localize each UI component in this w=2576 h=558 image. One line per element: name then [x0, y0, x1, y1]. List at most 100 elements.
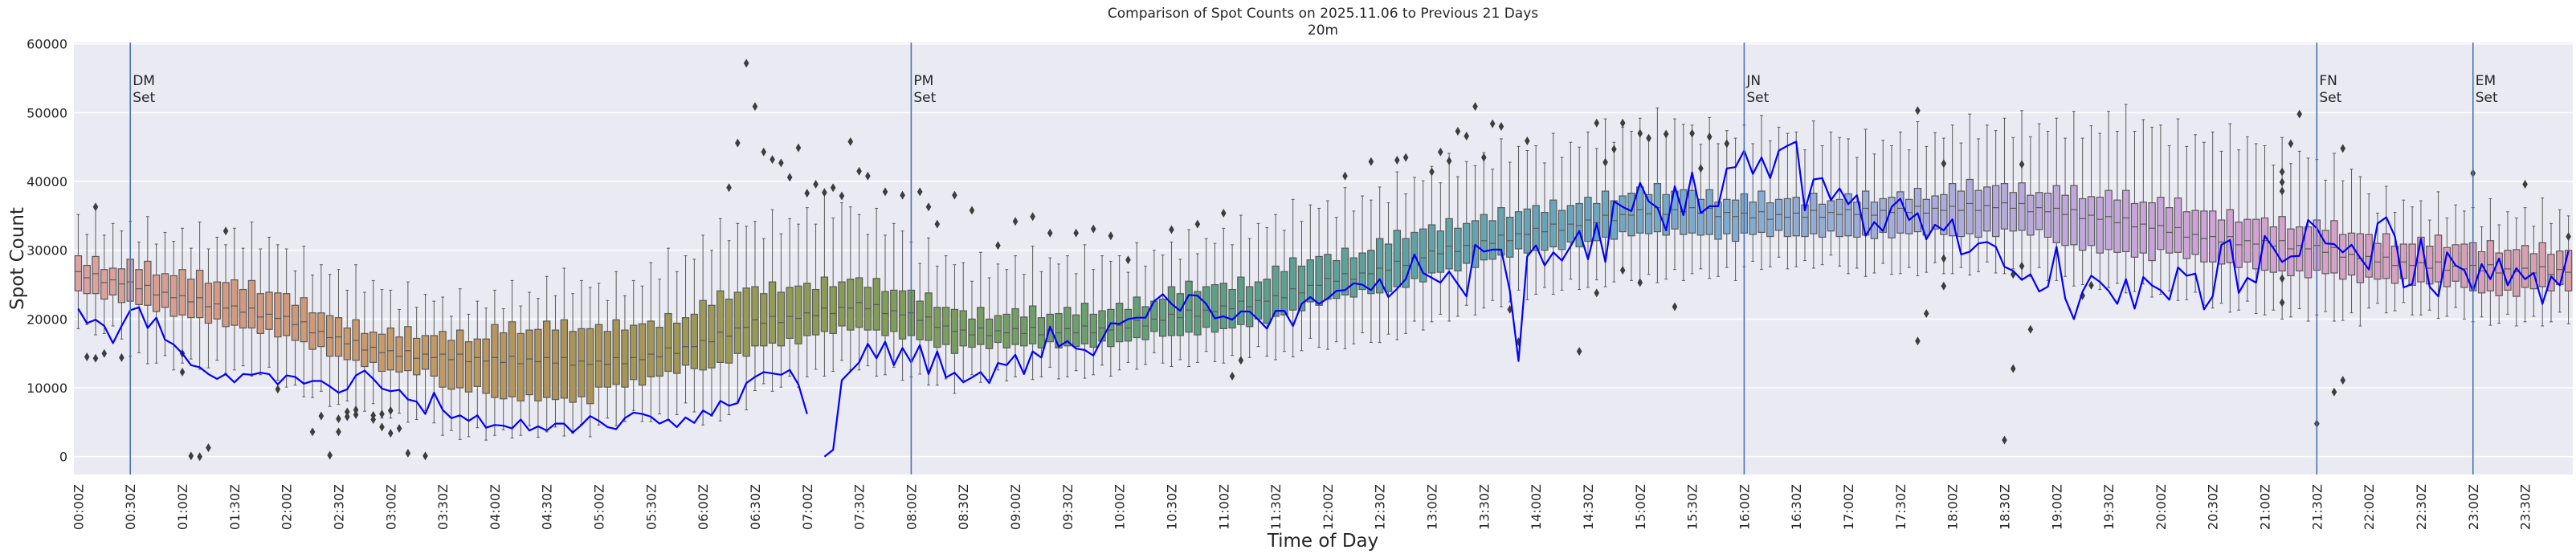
box-163: [1488, 169, 1496, 301]
box-251: [2252, 143, 2260, 315]
outlier-point: [882, 187, 888, 197]
outlier-point: [1108, 231, 1114, 241]
box-56: [560, 267, 569, 437]
box-iqr: [2460, 243, 2468, 288]
x-tick-label: 03:30Z: [435, 484, 451, 530]
box-133: [1228, 244, 1236, 356]
box-iqr: [2504, 250, 2512, 291]
box-iqr: [1506, 216, 1514, 258]
box-22: [265, 236, 273, 368]
box-50: [508, 279, 516, 439]
box-iqr: [690, 313, 699, 369]
box-279: [2495, 224, 2503, 324]
box-34: [369, 279, 378, 405]
box-173: [1575, 146, 1583, 291]
outlier-point: [2080, 291, 2085, 300]
box-241: [2165, 145, 2174, 291]
box-iqr: [751, 286, 759, 347]
box-iqr: [325, 315, 334, 357]
box-iqr: [1983, 186, 1991, 232]
x-tick-label: 04:30Z: [540, 484, 555, 530]
box-iqr: [1349, 257, 1358, 298]
box-iqr: [655, 327, 663, 377]
outlier-point: [1342, 171, 1348, 181]
box-143: [1315, 207, 1323, 348]
outlier-point: [1238, 356, 1244, 365]
x-tick-label: 04:00Z: [488, 484, 503, 530]
outlier-point: [2279, 274, 2285, 283]
x-tick-label: 13:00Z: [1425, 484, 1440, 530]
box-81: [777, 233, 786, 388]
outlier-point: [934, 219, 941, 229]
box-262: [2347, 169, 2356, 314]
box-53: [534, 298, 542, 438]
box-111: [1037, 271, 1046, 377]
box-iqr: [1288, 257, 1297, 311]
outlier-point: [1637, 278, 1643, 287]
box-iqr: [1445, 218, 1453, 270]
box-236: [2121, 104, 2130, 294]
x-tick-label: 08:00Z: [904, 484, 919, 530]
box-92: [872, 207, 880, 377]
box-iqr: [1280, 271, 1288, 316]
box-iqr: [708, 304, 716, 369]
box-iqr: [1454, 227, 1462, 272]
box-iqr: [1202, 286, 1210, 328]
box-iqr: [1991, 185, 2000, 238]
outlier-point: [2002, 435, 2007, 445]
box-iqr: [178, 269, 186, 316]
box-207: [1870, 153, 1879, 274]
outlier-point: [1646, 133, 1651, 143]
outlier-point: [1698, 164, 1704, 173]
x-tick-label: 09:00Z: [1008, 484, 1023, 530]
box-152: [1393, 171, 1402, 340]
y-tick-label: 10000: [27, 381, 67, 396]
box-iqr: [525, 329, 533, 396]
box-127: [1176, 259, 1184, 360]
box-iqr: [1619, 195, 1627, 233]
box-iqr: [2165, 207, 2174, 254]
box-iqr: [74, 255, 83, 291]
box-21: [256, 248, 264, 376]
box-135: [1245, 238, 1254, 358]
outlier-point: [1594, 118, 1600, 128]
box-32: [352, 264, 360, 413]
outlier-point: [1706, 132, 1713, 141]
box-iqr: [404, 326, 412, 372]
box-47: [482, 308, 490, 441]
box-iqr: [733, 291, 742, 354]
outlier-point: [1368, 157, 1374, 166]
box-156: [1427, 165, 1436, 323]
box-164: [1497, 138, 1505, 308]
box-59: [586, 287, 594, 438]
outlier-points: [84, 59, 2571, 462]
box-168: [1532, 145, 1540, 295]
box-242: [2174, 118, 2182, 301]
box-iqr: [1210, 283, 1219, 333]
box-iqr: [2296, 226, 2304, 272]
box-284: [2538, 198, 2546, 327]
box-iqr: [2278, 216, 2286, 272]
box-iqr: [1940, 193, 1948, 235]
box-52: [525, 291, 533, 426]
box-iqr: [716, 290, 725, 363]
x-tick-label: 10:00Z: [1112, 484, 1128, 530]
box-144: [1324, 200, 1332, 350]
outlier-point: [1663, 129, 1669, 139]
outlier-point: [92, 353, 99, 363]
box-148: [1358, 195, 1366, 334]
x-tick-label: 18:00Z: [1945, 484, 1961, 530]
box-7: [135, 241, 143, 353]
box-iqr: [1922, 198, 1930, 236]
box-150: [1376, 186, 1384, 344]
box-iqr: [169, 275, 178, 317]
outlier-point: [1464, 132, 1470, 141]
y-tick-label: 30000: [27, 243, 67, 259]
outlier-point: [2088, 280, 2094, 290]
box-61: [603, 299, 612, 419]
outlier-point: [1498, 122, 1504, 132]
box-117: [1089, 269, 1097, 376]
box-iqr: [621, 329, 629, 388]
box-129: [1194, 253, 1202, 363]
outlier-point: [900, 190, 905, 200]
